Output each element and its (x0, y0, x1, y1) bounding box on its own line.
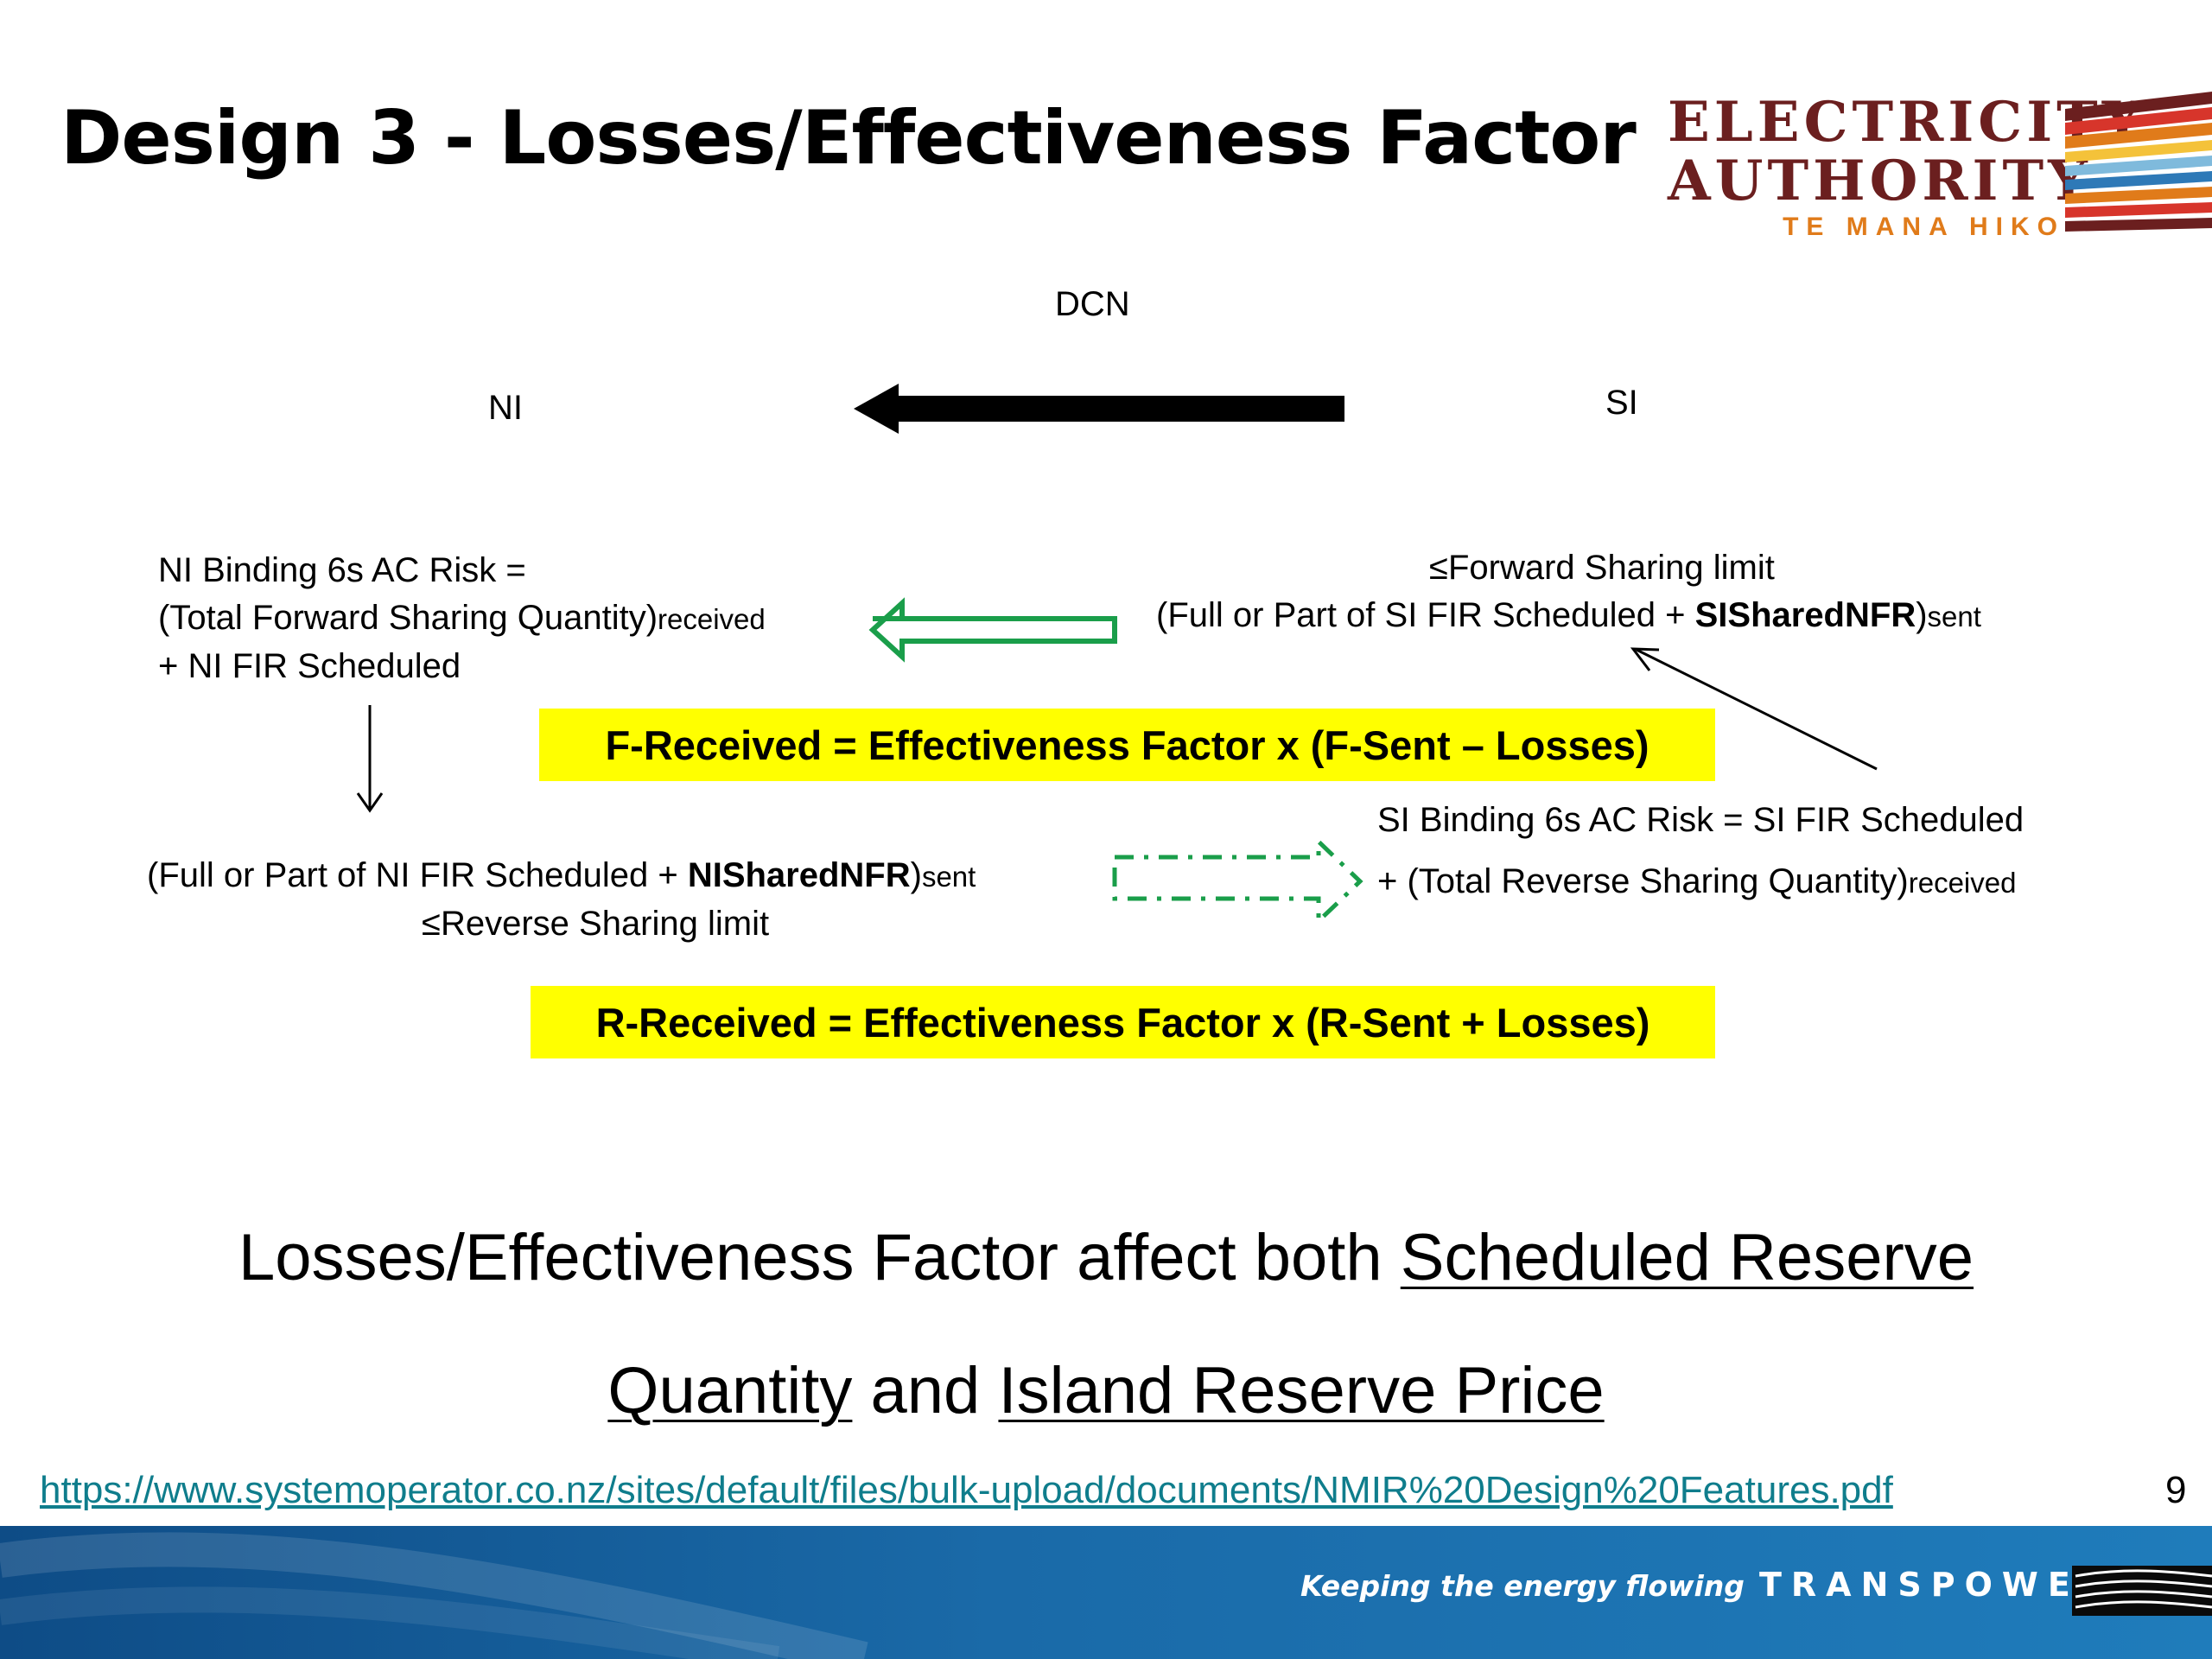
footer-wave-icon (0, 1532, 868, 1659)
reverse-formula-box: R-Received = Effectiveness Factor x (R-S… (531, 986, 1715, 1058)
ni-risk-line-1: NI Binding 6s AC Risk = (158, 551, 526, 589)
ni-reverse-close: ) (910, 856, 922, 894)
transpower-lines-logo-icon (2072, 1566, 2212, 1616)
note-text-a: Losses/Effectiveness Factor affect both (238, 1221, 1401, 1294)
footer-bar: Keeping the energy flowing TRANSPOWER (0, 1526, 2212, 1659)
forward-formula-box: F-Received = Effectiveness Factor x (F-S… (539, 709, 1715, 781)
ni-reverse-line-1: (Full or Part of NI FIR Scheduled + NISh… (147, 852, 976, 900)
page-number: 9 (2165, 1469, 2187, 1511)
si-forward-prefix: (Full or Part of SI FIR Scheduled + (1156, 596, 1695, 634)
si-risk-line-1: SI Binding 6s AC Risk = SI FIR Scheduled (1377, 801, 2024, 839)
ni-risk-received-subscript: received (658, 603, 766, 635)
ni-risk-quantity: (Total Forward Sharing Quantity) (158, 599, 658, 637)
ni-reverse-prefix: (Full or Part of NI FIR Scheduled + (147, 856, 688, 894)
ni-risk-line-3: + NI FIR Scheduled (158, 647, 461, 685)
ni-shared-nfr: NISharedNFR (687, 856, 911, 894)
ni-label: NI (488, 389, 523, 427)
logo-line-2: AUTHORITY (1668, 149, 2092, 213)
footer-brand: TRANSPOWER (1759, 1566, 2115, 1604)
si-risk-line-2: + (Total Reverse Sharing Quantity)receiv… (1377, 858, 2024, 906)
diagonal-arrow-icon (1630, 647, 1878, 771)
forward-sharing-arrow-icon (868, 597, 1117, 663)
note-line-2: Quantity and Island Reserve Price (0, 1353, 2212, 1428)
note-island-reserve-price: Island Reserve Price (998, 1354, 1605, 1427)
slide-title: Design 3 - Losses/Effectiveness Factor (60, 95, 1637, 181)
ni-reverse-sent-subscript: sent (921, 861, 976, 893)
si-risk-text: SI Binding 6s AC Risk = SI FIR Scheduled… (1377, 797, 2024, 906)
ni-reverse-text: (Full or Part of NI FIR Scheduled + NISh… (147, 852, 976, 948)
si-risk-quantity: + (Total Reverse Sharing Quantity) (1377, 862, 1909, 900)
note-line-1: Losses/Effectiveness Factor affect both … (0, 1220, 2212, 1295)
source-link[interactable]: https://www.systemoperator.co.nz/sites/d… (40, 1469, 1893, 1511)
electricity-authority-logo: ELECTRICITY AUTHORITY TE MANA HIKO (1668, 86, 2212, 251)
ni-risk-text: NI Binding 6s AC Risk = (Total Forward S… (158, 547, 766, 690)
dcn-flow-arrow-icon (854, 384, 1344, 434)
note-quantity: Quantity (607, 1354, 853, 1427)
ni-risk-line-2: (Total Forward Sharing Quantity)received (158, 594, 766, 643)
reverse-sharing-arrow-icon (1112, 836, 1363, 926)
si-shared-nfr: SISharedNFR (1694, 596, 1916, 634)
logo-line-3: TE MANA HIKO (1783, 213, 2065, 241)
si-forward-text: ≤Forward Sharing limit (Full or Part of … (1156, 544, 1981, 640)
si-forward-close: ) (1916, 596, 1928, 634)
si-label: SI (1605, 384, 1638, 422)
down-arrow-icon (356, 705, 384, 813)
dcn-label: DCN (1055, 285, 1130, 323)
note-scheduled-reserve: Scheduled Reserve (1400, 1221, 1974, 1294)
striped-flag-logo-icon (2065, 92, 2212, 232)
logo-line-1: ELECTRICITY (1668, 90, 2146, 155)
si-forward-line-2: (Full or Part of SI FIR Scheduled + SISh… (1156, 592, 1981, 640)
note-text-b: and (852, 1354, 999, 1427)
si-risk-received-subscript: received (1908, 867, 2017, 899)
forward-sharing-limit: ≤Forward Sharing limit (1429, 549, 1775, 587)
si-forward-sent-subscript: sent (1927, 601, 1981, 632)
reverse-sharing-limit: ≤Reverse Sharing limit (422, 905, 770, 943)
diagram-arrows (356, 384, 1878, 926)
footer-tagline: Keeping the energy flowing (1300, 1569, 1745, 1603)
